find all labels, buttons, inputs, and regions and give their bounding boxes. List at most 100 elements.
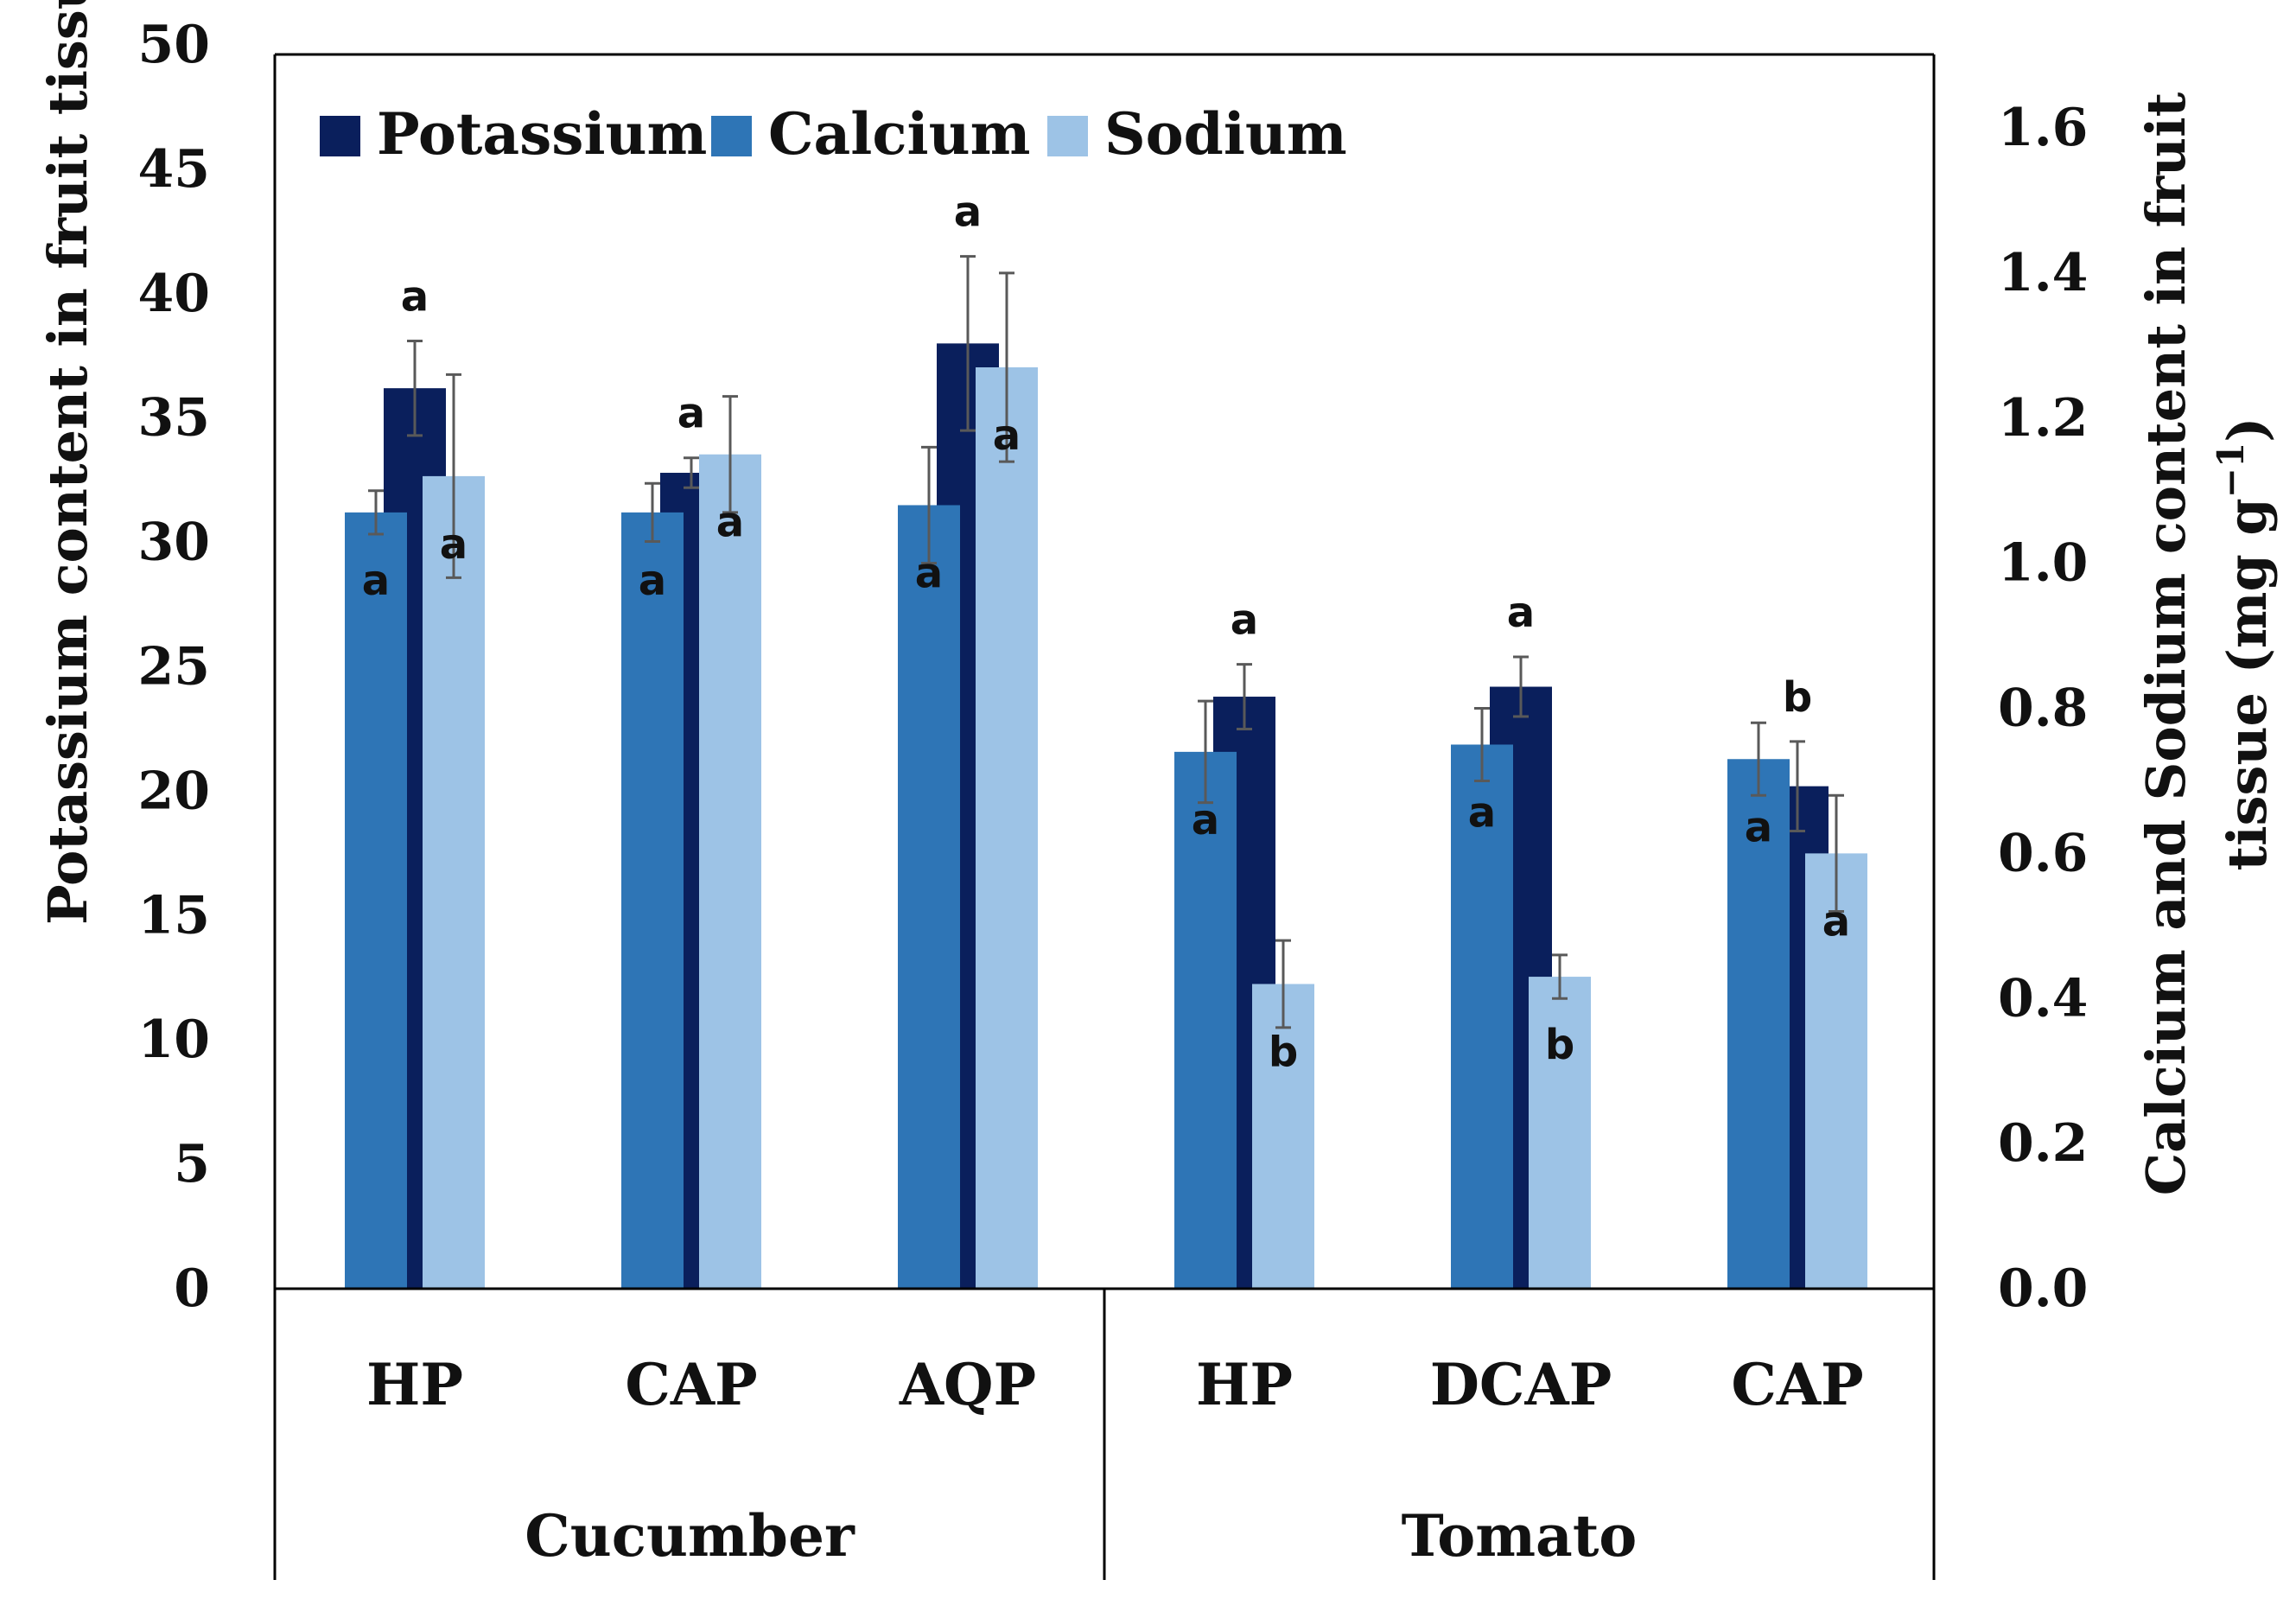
potassium-error-bar-2	[684, 456, 699, 489]
left-tick-label: 50	[138, 15, 211, 75]
calcium-significance-letter-3: a	[915, 549, 943, 597]
potassium-error-bar-3	[960, 255, 976, 432]
legend-item-calcium: Calcium	[711, 100, 1030, 168]
right-axis-title-line1: Calcium and Sodium content in fruit	[2134, 92, 2197, 1195]
sodium-error-bar-2	[722, 395, 738, 514]
potassium-significance-letter-3: a	[954, 188, 982, 237]
left-tick-label: 0	[174, 1258, 210, 1319]
potassium-significance-letter-2: a	[677, 390, 705, 438]
significance-letters-layer: a a a a a b a a a a a a a a a b b a	[362, 188, 1850, 1077]
right-axis-ticks: 0.0 0.2 0.4 0.6 0.8 1.0 1.2 1.4 1.6	[1998, 98, 2088, 1319]
left-tick-label: 5	[174, 1134, 210, 1194]
potassium-error-bar-5	[1513, 655, 1529, 718]
sodium-error-bar-6	[1829, 793, 1844, 914]
sodium-bar-2	[699, 454, 761, 1289]
sodium-bar-1	[423, 475, 485, 1289]
sodium-error-bar-4	[1275, 939, 1291, 1029]
right-tick-label: 1.2	[1998, 388, 2088, 449]
sodium-bar-4	[1252, 984, 1314, 1289]
legend-swatch	[320, 116, 360, 156]
left-tick-label: 10	[138, 1010, 211, 1070]
right-axis-title-superscript: −1	[2210, 443, 2252, 498]
bars-layer	[345, 343, 1867, 1289]
sodium-bar-6	[1805, 853, 1867, 1289]
calcium-error-bar-2	[645, 481, 660, 543]
sodium-error-bar-5	[1552, 953, 1568, 1000]
sodium-significance-letter-6: a	[1822, 897, 1850, 946]
calcium-bar-4	[1174, 751, 1237, 1289]
legend-item-sodium: Sodium	[1047, 100, 1347, 168]
calcium-significance-letter-2: a	[639, 557, 666, 605]
sodium-error-bar-1	[446, 373, 461, 579]
calcium-error-bar-4	[1198, 699, 1213, 805]
calcium-bar-5	[1451, 744, 1513, 1289]
legend: Potassium Calcium Sodium	[320, 100, 1347, 168]
right-tick-label: 1.6	[1998, 98, 2088, 158]
sodium-bar-5	[1529, 977, 1591, 1289]
right-axis-title-line2-text: tissue (mg g	[2216, 498, 2279, 870]
left-tick-label: 25	[138, 637, 211, 698]
error-bars-layer	[368, 255, 1844, 1029]
calcium-error-bar-3	[921, 445, 937, 565]
group-label-cucumber: Cucumber	[525, 1502, 855, 1570]
calcium-error-bar-5	[1474, 707, 1490, 782]
potassium-significance-letter-4: a	[1231, 596, 1258, 645]
calcium-bar-3	[898, 505, 960, 1289]
category-label-6: CAP	[1731, 1351, 1863, 1418]
category-labels: HP CAP AQP HP DCAP CAP	[366, 1351, 1864, 1418]
left-tick-label: 30	[138, 513, 211, 573]
sodium-significance-letter-2: a	[716, 499, 744, 547]
group-label-tomato: Tomato	[1402, 1502, 1638, 1570]
calcium-error-bar-1	[368, 489, 384, 536]
right-tick-label: 0.2	[1998, 1113, 2088, 1174]
legend-label: Calcium	[768, 100, 1030, 168]
right-axis-title-end: )	[2216, 417, 2279, 442]
sodium-significance-letter-1: a	[440, 520, 467, 569]
left-axis-ticks: 0 5 10 15 20 25 30 35 40 45 50	[138, 15, 211, 1319]
sodium-significance-letter-4: b	[1269, 1028, 1298, 1076]
sodium-bar-3	[976, 366, 1038, 1289]
left-axis-title-text: Potassium content in fruit tissue (mg g	[36, 0, 99, 925]
legend-swatch	[711, 116, 752, 156]
legend-item-potassium: Potassium	[320, 100, 707, 168]
group-labels: Cucumber Tomato	[525, 1502, 1637, 1570]
category-label-3: AQP	[899, 1351, 1036, 1418]
potassium-significance-letter-5: a	[1507, 589, 1535, 637]
potassium-significance-letter-1: a	[401, 272, 429, 321]
right-tick-label: 0.4	[1998, 968, 2088, 1029]
potassium-significance-letter-6: b	[1783, 673, 1812, 722]
left-tick-label: 20	[138, 761, 211, 821]
right-tick-label: 1.0	[1998, 533, 2088, 594]
calcium-significance-letter-4: a	[1192, 796, 1219, 844]
calcium-significance-letter-1: a	[362, 557, 390, 605]
calcium-significance-letter-5: a	[1468, 788, 1496, 837]
category-label-5: DCAP	[1430, 1351, 1612, 1418]
right-tick-label: 0.8	[1998, 678, 2088, 739]
legend-label: Sodium	[1104, 100, 1347, 168]
legend-label: Potassium	[377, 100, 707, 168]
calcium-error-bar-6	[1751, 721, 1766, 797]
calcium-significance-letter-6: a	[1745, 803, 1772, 851]
calcium-bar-6	[1727, 759, 1790, 1289]
right-tick-label: 0.6	[1998, 823, 2088, 883]
legend-swatch	[1047, 116, 1088, 156]
category-label-2: CAP	[625, 1351, 757, 1418]
right-tick-label: 1.4	[1998, 243, 2088, 303]
left-tick-label: 40	[138, 264, 211, 324]
right-tick-label: 0.0	[1998, 1258, 2088, 1319]
plot-frame	[273, 53, 1936, 1580]
potassium-error-bar-4	[1237, 663, 1252, 730]
category-label-1: HP	[366, 1351, 463, 1418]
right-axis-title-line2: tissue (mg g−1)	[2210, 417, 2279, 870]
sodium-significance-letter-3: a	[993, 411, 1021, 460]
potassium-error-bar-6	[1790, 740, 1805, 832]
potassium-error-bar-1	[407, 339, 423, 437]
left-tick-label: 45	[138, 139, 211, 200]
left-tick-label: 15	[138, 885, 211, 946]
calcium-bar-2	[621, 512, 684, 1289]
left-tick-label: 35	[138, 388, 211, 449]
category-label-4: HP	[1196, 1351, 1293, 1418]
calcium-bar-1	[345, 512, 407, 1289]
